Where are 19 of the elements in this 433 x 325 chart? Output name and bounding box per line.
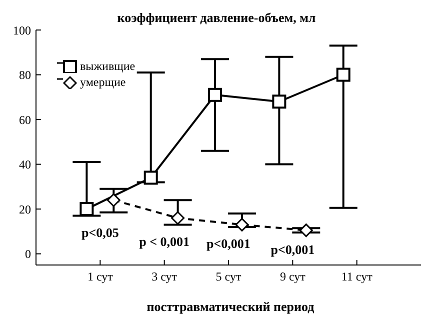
x-tick-label: 1 сут [87,270,114,284]
y-tick-label: 20 [19,202,31,216]
y-tick-label: 80 [19,68,31,82]
legend-label: умерщие [80,74,126,90]
y-tick-label: 60 [19,112,31,127]
y-tick-label: 100 [13,23,31,38]
annotation: p<0,001 [206,236,250,252]
annotation: p < 0,001 [139,234,190,249]
x-tick-label: 3 сут [152,270,178,284]
x-tick-label: 5 сут [216,270,242,284]
y-tick-label: 0 [25,247,31,262]
chart-title: коэффициент давление-объем, мл [117,10,316,25]
x-tick-label: 9 сут [280,270,306,284]
x-tick-label: 11 сут [341,270,374,284]
x-axis-title: посттравматический период [146,299,316,315]
annotation: p<0,05 [81,224,120,240]
y-tick-label: 40 [19,158,31,172]
annotation: p<0,001 [270,242,315,257]
legend-label: выживщие [80,58,136,74]
